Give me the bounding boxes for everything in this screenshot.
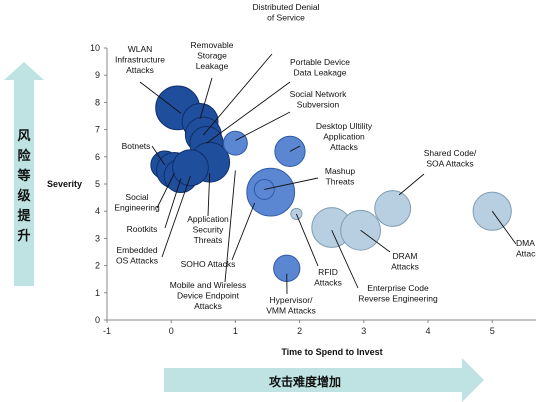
left-arrow-shape [4, 62, 44, 286]
y-axis-title: Severity [47, 179, 82, 189]
leader-line [295, 213, 319, 267]
x-tick-label: 2 [297, 326, 302, 336]
bubble-label: WLAN Infrastructure Attacks [115, 44, 165, 75]
y-tick-label: 7 [95, 125, 100, 135]
bubble-label: Application Security Threats [187, 214, 229, 245]
bubble: Social Network Subversion [222, 130, 248, 156]
bubble-label: Social Network Subversion [290, 89, 347, 110]
y-tick-label: 10 [90, 43, 100, 53]
leader-line [491, 210, 517, 245]
leader-line [231, 202, 256, 261]
leader-line [235, 111, 291, 141]
leader-line [207, 173, 211, 217]
bubble-label: Distributed Denial of Service [252, 2, 319, 23]
bubble: DMA Attacks [472, 191, 512, 231]
bubble-label: Shared Code/SOA Attacks [424, 148, 477, 169]
bottom-arrow-shape [164, 358, 484, 402]
bubble-label: Social Engineering [114, 192, 160, 213]
left-arrow-label: 风险等级提升 [16, 129, 31, 244]
bubble-label: Hypervisor/VMM Attacks [266, 295, 316, 316]
x-tick-labels: -1 0 1 2 3 4 5 [103, 320, 495, 336]
leader-line [289, 145, 301, 152]
leader-line [199, 77, 213, 119]
x-tick-label: 0 [169, 326, 174, 336]
bubble-label: Botnets [122, 141, 151, 151]
bubble-label: Portable Device Data Leakage [290, 57, 350, 78]
bubble-label: DRAM Attacks [391, 251, 419, 272]
y-tick-label: 6 [95, 152, 100, 162]
bubble: Shared Code/ SOA Attacks [374, 190, 412, 227]
x-axis-title: Time to Spend to Invest [281, 347, 382, 357]
bottom-difficulty-arrow: 攻击难度增加 [164, 358, 484, 402]
bubble-label: Enterprise Code Reverse Engineering [358, 283, 438, 304]
leader-line [264, 177, 319, 190]
bubble-label: Desktop Ultility Application Attacks [316, 121, 373, 152]
x-tick-label: 4 [425, 326, 430, 336]
y-tick-labels: 0 1 2 3 4 5 6 7 8 9 10 [90, 43, 107, 325]
y-tick-label: 3 [95, 233, 100, 243]
bubble-label: Mobile and Wireless Device Endpoint Attack… [170, 280, 247, 311]
bubble-label: RFID Attacks [314, 267, 342, 288]
bubble-label: Rootkits [127, 224, 158, 234]
x-tick-label: 5 [490, 326, 495, 336]
y-tick-label: 0 [95, 315, 100, 325]
bubble-labels: WLAN Infrastructure Attacks Removable Storag… [114, 2, 536, 316]
leader-line [398, 173, 425, 196]
y-tick-label: 4 [95, 206, 100, 216]
bubble-label: DMAAttacks [516, 238, 536, 259]
leader-line [202, 53, 273, 136]
y-tick-label: 2 [95, 261, 100, 271]
leader-line [156, 172, 175, 209]
leader-line [164, 178, 182, 229]
leader-line [139, 81, 182, 114]
leader-line [151, 145, 166, 166]
bubble-label: Embedded OS Attacks [116, 245, 158, 266]
y-tick-label: 9 [95, 70, 100, 80]
leader-line [206, 81, 291, 144]
left-risk-arrow: 风险等级提升 [4, 62, 44, 286]
bottom-arrow-label: 攻击难度增加 [269, 374, 341, 389]
x-tick-label: 3 [361, 326, 366, 336]
y-tick-label: 1 [95, 288, 100, 298]
leader-line [224, 170, 236, 283]
leader-line [331, 230, 359, 289]
y-tick-label: 8 [95, 97, 100, 107]
bubble-label: Removable Storage Leakage [191, 40, 234, 71]
bubble-label: Mashup Threats [325, 166, 356, 187]
leader-line [360, 229, 391, 253]
bubble-label: SOHO Attacks [181, 259, 236, 269]
bubble: Embedded OS Attacks [172, 149, 209, 187]
x-tick-label: -1 [103, 326, 111, 336]
x-tick-label: 1 [233, 326, 238, 336]
y-tick-label: 5 [95, 179, 100, 189]
leader-lines [139, 53, 517, 295]
leader-line [161, 175, 191, 258]
